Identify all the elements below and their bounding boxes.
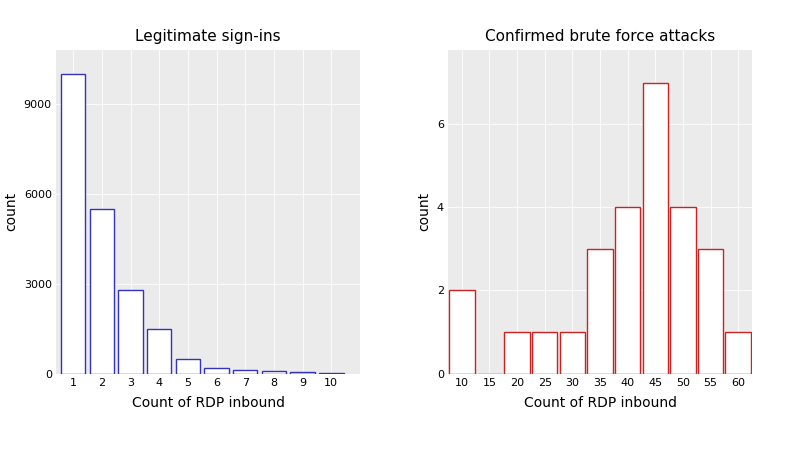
- Bar: [449, 290, 474, 374]
- Y-axis label: count: count: [417, 192, 431, 231]
- X-axis label: Count of RDP inbound: Count of RDP inbound: [523, 396, 677, 410]
- Bar: [262, 371, 286, 374]
- Bar: [670, 207, 696, 374]
- Bar: [118, 289, 142, 374]
- Y-axis label: count: count: [4, 192, 18, 231]
- Bar: [290, 372, 315, 374]
- X-axis label: Count of RDP inbound: Count of RDP inbound: [131, 396, 285, 410]
- Bar: [698, 249, 723, 374]
- Bar: [532, 332, 558, 374]
- Bar: [560, 332, 585, 374]
- Bar: [205, 368, 229, 374]
- Bar: [176, 359, 200, 374]
- Bar: [233, 369, 258, 374]
- Bar: [615, 207, 640, 374]
- Bar: [642, 83, 668, 373]
- Bar: [147, 328, 171, 374]
- Bar: [61, 73, 86, 374]
- Title: Confirmed brute force attacks: Confirmed brute force attacks: [485, 29, 715, 44]
- Bar: [587, 249, 613, 374]
- Bar: [90, 208, 114, 374]
- Bar: [504, 332, 530, 374]
- Title: Legitimate sign-ins: Legitimate sign-ins: [135, 29, 281, 44]
- Bar: [726, 332, 751, 374]
